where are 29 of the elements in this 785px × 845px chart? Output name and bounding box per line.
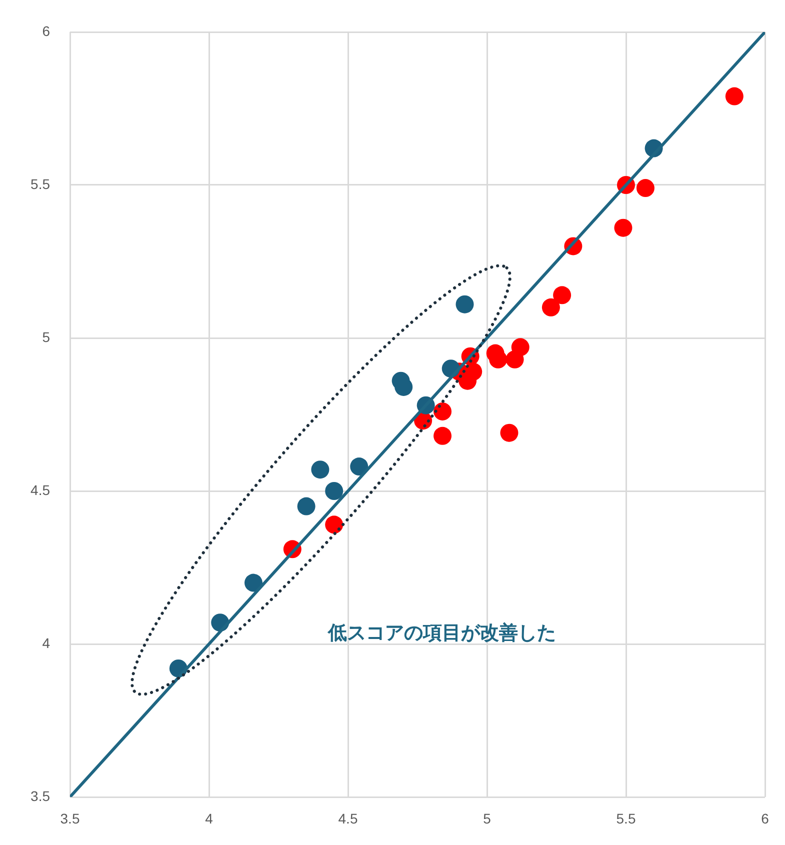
point <box>500 424 518 442</box>
point <box>542 298 560 316</box>
point <box>511 338 530 356</box>
x-tick-label: 4 <box>205 810 214 826</box>
point <box>553 286 572 304</box>
x-tick-label: 3.5 <box>60 810 80 826</box>
point <box>456 295 474 314</box>
annotation: 低スコアの項目が改善した <box>327 622 556 644</box>
x-tick-label: 6 <box>761 810 770 826</box>
point <box>434 426 452 445</box>
point <box>325 482 344 500</box>
point <box>350 458 368 476</box>
y-tick-label: 5.5 <box>30 176 50 192</box>
point <box>636 179 654 198</box>
point <box>434 402 452 420</box>
y-tick-label: 6 <box>42 22 50 39</box>
point <box>725 87 744 106</box>
x-tick-label: 5 <box>483 810 492 826</box>
y-tick-label: 4 <box>42 634 50 651</box>
point <box>614 218 632 237</box>
point <box>325 516 344 534</box>
x-tick-label: 4.5 <box>338 810 358 826</box>
x-tick-label: 5.5 <box>616 810 636 826</box>
point <box>297 497 316 516</box>
y-tick-label: 4.5 <box>30 482 50 498</box>
y-tick-label: 5 <box>42 328 50 345</box>
y-tick-label: 3.5 <box>30 788 50 804</box>
point <box>244 574 262 592</box>
point <box>311 460 330 479</box>
